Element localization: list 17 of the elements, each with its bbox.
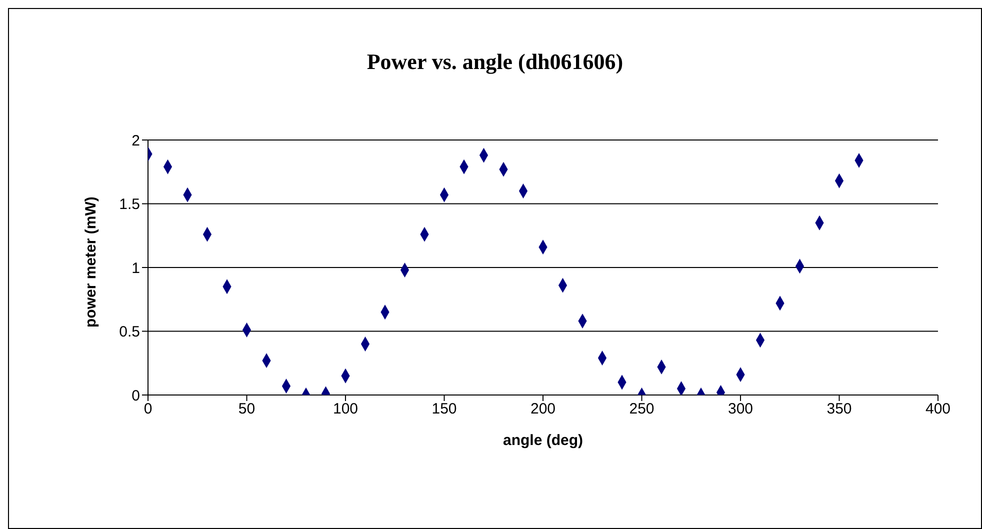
x-tick-label: 400 xyxy=(925,400,951,418)
y-tick-label: 0.5 xyxy=(119,324,140,341)
x-tick-label: 100 xyxy=(332,400,358,418)
x-tick-label: 350 xyxy=(826,400,852,418)
y-tick-label: 1.5 xyxy=(119,196,140,214)
y-tick-label: 1 xyxy=(132,260,140,277)
y-axis-title: power meter (mW) xyxy=(82,196,100,328)
x-tick-label: 250 xyxy=(629,400,654,418)
chart-title: Power vs. angle (dh061606) xyxy=(366,49,624,75)
y-tick-label: 2 xyxy=(132,132,140,150)
x-tick-label: 150 xyxy=(432,400,457,418)
x-tick-label: 300 xyxy=(728,400,754,418)
y-tick-label: 0 xyxy=(132,387,140,404)
x-tick-label: 200 xyxy=(530,400,556,418)
x-tick-label: 50 xyxy=(238,400,256,418)
x-tick-label: 0 xyxy=(144,400,152,418)
x-axis-title: angle (deg) xyxy=(502,432,584,449)
